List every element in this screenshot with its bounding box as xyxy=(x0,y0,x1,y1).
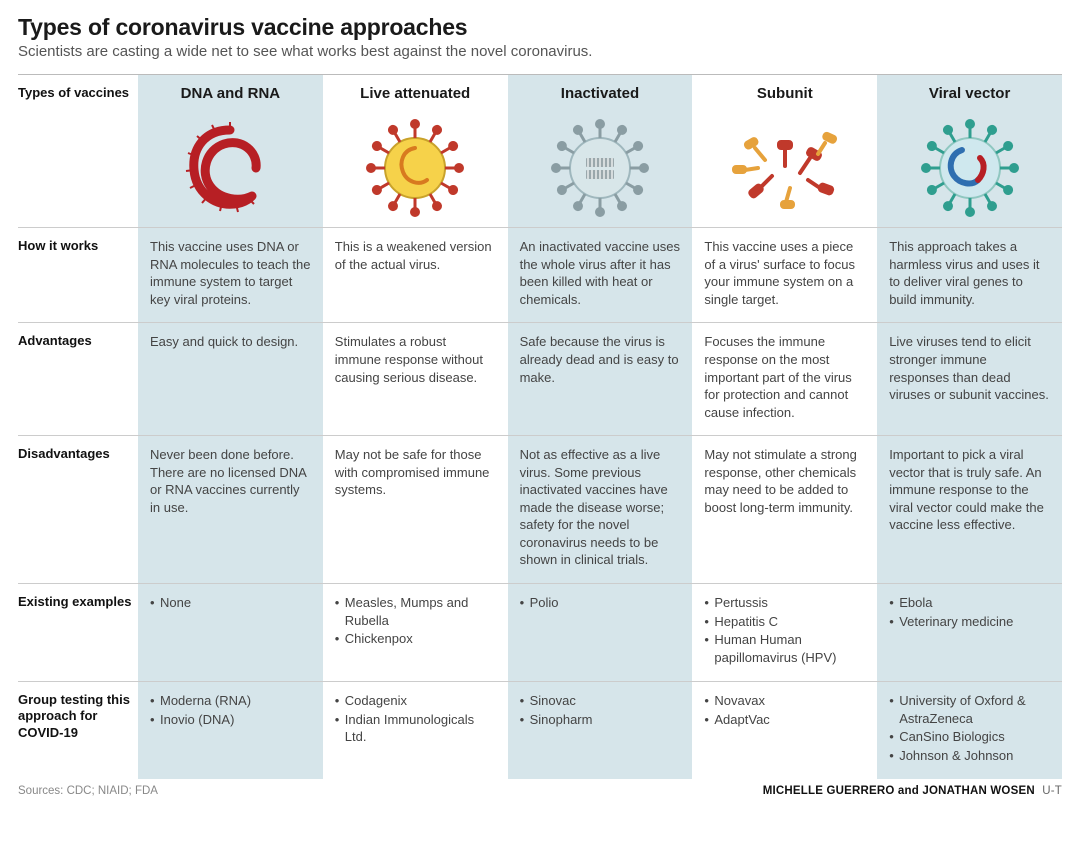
cell-adv-3: Focuses the immune response on the most … xyxy=(692,322,877,435)
colhead-viralvector: Viral vector xyxy=(877,75,1062,111)
sources-line: Sources: CDC; NIAID; FDA xyxy=(18,785,158,797)
cell-how-3: This vaccine uses a piece of a virus' su… xyxy=(692,227,877,322)
rowlabel-dis: Disadvantages xyxy=(18,435,138,583)
colhead-attenuated: Live attenuated xyxy=(323,75,508,111)
list-item: Ebola xyxy=(889,594,1050,612)
cell-ex-2: Polio xyxy=(508,583,693,681)
cell-dis-0: Never been done before. There are no lic… xyxy=(138,435,323,583)
illus-subunit xyxy=(692,111,877,227)
rowlabel-illus xyxy=(18,111,138,227)
illus-inactivated xyxy=(508,111,693,227)
rowlabel-grp: Group testing this approach for COVID-19 xyxy=(18,681,138,779)
cell-dis-4: Important to pick a viral vector that is… xyxy=(877,435,1062,583)
page-title: Types of coronavirus vaccine approaches xyxy=(18,14,1062,41)
cell-adv-4: Live viruses tend to elicit stronger imm… xyxy=(877,322,1062,435)
list-item: University of Oxford & AstraZeneca xyxy=(889,692,1050,727)
list-item: Johnson & Johnson xyxy=(889,747,1050,765)
cell-how-2: An inactivated vaccine uses the whole vi… xyxy=(508,227,693,322)
list-item: Human Human papillomavirus (HPV) xyxy=(704,631,865,666)
illus-dna xyxy=(138,111,323,227)
list-item: Hepatitis C xyxy=(704,613,865,631)
rowlabel-how: How it works xyxy=(18,227,138,322)
list-item: Sinovac xyxy=(520,692,681,710)
list-item: Indian Immunologicals Ltd. xyxy=(335,711,496,746)
cell-ex-0: None xyxy=(138,583,323,681)
cell-adv-1: Stimulates a robust immune response with… xyxy=(323,322,508,435)
illus-viralvector xyxy=(877,111,1062,227)
list-item: Inovio (DNA) xyxy=(150,711,311,729)
list-item: CanSino Biologics xyxy=(889,728,1050,746)
list-item: Chickenpox xyxy=(335,630,496,648)
page-subtitle: Scientists are casting a wide net to see… xyxy=(18,43,1062,60)
list-item: Veterinary medicine xyxy=(889,613,1050,631)
byline-names: MICHELLE GUERRERO and JONATHAN WOSEN xyxy=(763,785,1035,797)
subunit-spikes-icon xyxy=(730,118,840,218)
list-item: AdaptVac xyxy=(704,711,865,729)
cell-adv-0: Easy and quick to design. xyxy=(138,322,323,435)
cell-ex-3: PertussisHepatitis CHuman Human papillom… xyxy=(692,583,877,681)
rowlabel-adv: Advantages xyxy=(18,322,138,435)
vaccine-table: Types of vaccines DNA and RNA Live atten… xyxy=(18,74,1062,779)
viral-vector-icon xyxy=(920,118,1020,218)
byline-org: U-T xyxy=(1042,785,1062,797)
rowlabel-types: Types of vaccines xyxy=(18,75,138,111)
list-item: Sinopharm xyxy=(520,711,681,729)
cell-ex-1: Measles, Mumps and RubellaChickenpox xyxy=(323,583,508,681)
cell-ex-4: EbolaVeterinary medicine xyxy=(877,583,1062,681)
cell-dis-3: May not stimulate a strong response, oth… xyxy=(692,435,877,583)
cell-grp-0: Moderna (RNA)Inovio (DNA) xyxy=(138,681,323,779)
cell-grp-4: University of Oxford & AstraZenecaCanSin… xyxy=(877,681,1062,779)
rowlabel-ex: Existing examples xyxy=(18,583,138,681)
live-virus-icon xyxy=(365,118,465,218)
colhead-dna: DNA and RNA xyxy=(138,75,323,111)
byline: MICHELLE GUERRERO and JONATHAN WOSEN U-T xyxy=(763,785,1062,797)
cell-dis-2: Not as effective as a live virus. Some p… xyxy=(508,435,693,583)
cell-grp-3: NovavaxAdaptVac xyxy=(692,681,877,779)
footer: Sources: CDC; NIAID; FDA MICHELLE GUERRE… xyxy=(18,785,1062,797)
list-item: None xyxy=(150,594,311,612)
colhead-subunit: Subunit xyxy=(692,75,877,111)
colhead-inactivated: Inactivated xyxy=(508,75,693,111)
cell-grp-2: SinovacSinopharm xyxy=(508,681,693,779)
cell-grp-1: CodagenixIndian Immunologicals Ltd. xyxy=(323,681,508,779)
cell-how-0: This vaccine uses DNA or RNA molecules t… xyxy=(138,227,323,322)
list-item: Novavax xyxy=(704,692,865,710)
list-item: Codagenix xyxy=(335,692,496,710)
rna-strand-icon xyxy=(180,118,280,218)
inactivated-virus-icon xyxy=(550,118,650,218)
cell-how-4: This approach takes a harmless virus and… xyxy=(877,227,1062,322)
cell-dis-1: May not be safe for those with compromis… xyxy=(323,435,508,583)
illus-attenuated xyxy=(323,111,508,227)
list-item: Moderna (RNA) xyxy=(150,692,311,710)
cell-how-1: This is a weakened version of the actual… xyxy=(323,227,508,322)
cell-adv-2: Safe because the virus is already dead a… xyxy=(508,322,693,435)
list-item: Pertussis xyxy=(704,594,865,612)
list-item: Measles, Mumps and Rubella xyxy=(335,594,496,629)
list-item: Polio xyxy=(520,594,681,612)
